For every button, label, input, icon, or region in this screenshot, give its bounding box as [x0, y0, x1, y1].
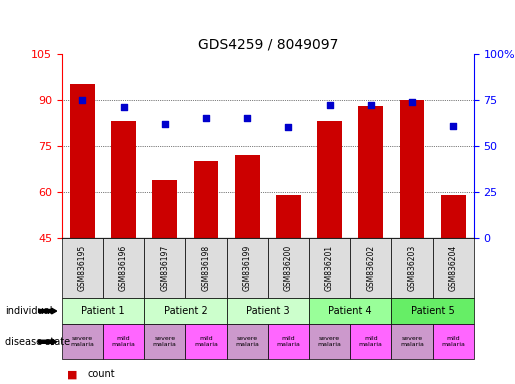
- Bar: [70, 84, 95, 238]
- Bar: [194, 161, 218, 238]
- Text: severe
malaria: severe malaria: [318, 336, 341, 347]
- Point: [202, 115, 210, 121]
- Point: [161, 121, 169, 127]
- Bar: [317, 121, 342, 238]
- Text: severe
malaria: severe malaria: [235, 336, 259, 347]
- Text: ■: ■: [67, 369, 77, 379]
- Text: mild
malaria: mild malaria: [359, 336, 383, 347]
- Text: GSM836203: GSM836203: [407, 245, 417, 291]
- Point: [243, 115, 251, 121]
- Bar: [235, 155, 260, 238]
- Text: GSM836204: GSM836204: [449, 245, 458, 291]
- Bar: [276, 195, 301, 238]
- Bar: [152, 180, 177, 238]
- Text: GSM836200: GSM836200: [284, 245, 293, 291]
- Text: severe
malaria: severe malaria: [153, 336, 177, 347]
- Text: Patient 5: Patient 5: [411, 306, 454, 316]
- Bar: [358, 106, 383, 238]
- Point: [408, 99, 416, 105]
- Text: mild
malaria: mild malaria: [194, 336, 218, 347]
- Point: [325, 102, 334, 108]
- Bar: [111, 121, 136, 238]
- Text: GSM836197: GSM836197: [160, 245, 169, 291]
- Text: GSM836196: GSM836196: [119, 245, 128, 291]
- Text: Patient 1: Patient 1: [81, 306, 125, 316]
- Text: severe
malaria: severe malaria: [71, 336, 94, 347]
- Text: GSM836201: GSM836201: [325, 245, 334, 291]
- Point: [367, 102, 375, 108]
- Text: severe
malaria: severe malaria: [400, 336, 424, 347]
- Point: [78, 97, 87, 103]
- Text: GSM836198: GSM836198: [201, 245, 211, 291]
- Text: GSM836202: GSM836202: [366, 245, 375, 291]
- Text: Patient 4: Patient 4: [329, 306, 372, 316]
- Bar: [441, 195, 466, 238]
- Point: [449, 122, 457, 129]
- Text: Patient 3: Patient 3: [246, 306, 289, 316]
- Bar: [400, 100, 424, 238]
- Text: GSM836195: GSM836195: [78, 245, 87, 291]
- Text: count: count: [88, 369, 115, 379]
- Text: mild
malaria: mild malaria: [441, 336, 465, 347]
- Title: GDS4259 / 8049097: GDS4259 / 8049097: [198, 37, 338, 51]
- Point: [119, 104, 128, 110]
- Text: individual: individual: [5, 306, 53, 316]
- Text: mild
malaria: mild malaria: [112, 336, 135, 347]
- Text: mild
malaria: mild malaria: [277, 336, 300, 347]
- Point: [284, 124, 293, 131]
- Text: GSM836199: GSM836199: [243, 245, 252, 291]
- Text: disease state: disease state: [5, 337, 70, 347]
- Text: Patient 2: Patient 2: [164, 306, 207, 316]
